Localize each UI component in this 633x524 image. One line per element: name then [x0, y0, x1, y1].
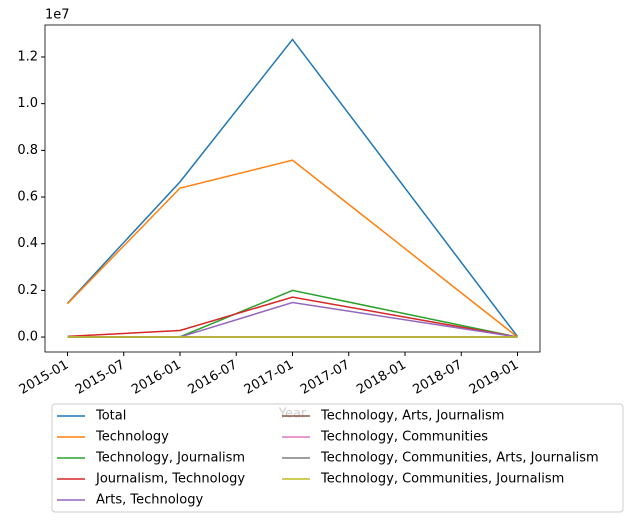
y-tick-label: 0.0: [17, 330, 38, 345]
legend-label: Technology, Communities, Arts, Journalis…: [320, 451, 599, 466]
legend-label: Arts, Technology: [96, 493, 203, 508]
plot-frame: [44, 24, 541, 353]
legend-label: Technology, Communities, Journalism: [320, 472, 564, 487]
series-line: [67, 296, 518, 338]
x-tick-label: 2015-07: [73, 358, 128, 398]
x-tick-label: 2018-07: [410, 358, 465, 398]
y-tick-label: 1.0: [17, 96, 38, 111]
y-tick-label: 0.4: [17, 236, 38, 251]
y-tick-label: 1.2: [17, 49, 38, 64]
y-tick-label: 0.6: [17, 190, 38, 205]
legend: Total Technology Technology, Journalism Jou…: [51, 403, 624, 513]
legend-label: Technology: [95, 430, 169, 445]
axis-offset-label: 1e7: [45, 8, 70, 23]
series-line: [67, 301, 518, 338]
y-tick-label: 0.2: [17, 283, 38, 298]
x-tick-label: 2018-01: [354, 358, 409, 398]
legend-label: Journalism, Technology: [95, 472, 245, 487]
legend-label: Technology, Communities: [320, 430, 488, 445]
x-tick-label: 2017-01: [242, 358, 297, 398]
series-line: [66, 38, 519, 338]
legend-label: Technology, Journalism: [95, 451, 245, 466]
legend-label: Technology, Arts, Journalism: [320, 409, 504, 424]
series-line: [66, 159, 518, 338]
x-tick-label: 2015-01: [17, 358, 72, 398]
x-tick-label: 2017-07: [298, 358, 353, 398]
legend-label: Total: [95, 409, 126, 424]
x-tick-label: 2016-07: [185, 358, 240, 398]
x-tick-label: 2019-01: [467, 358, 522, 398]
x-tick-label: 2016-01: [129, 358, 184, 398]
legend-box: [51, 403, 624, 513]
y-tick-label: 0.8: [17, 143, 38, 158]
